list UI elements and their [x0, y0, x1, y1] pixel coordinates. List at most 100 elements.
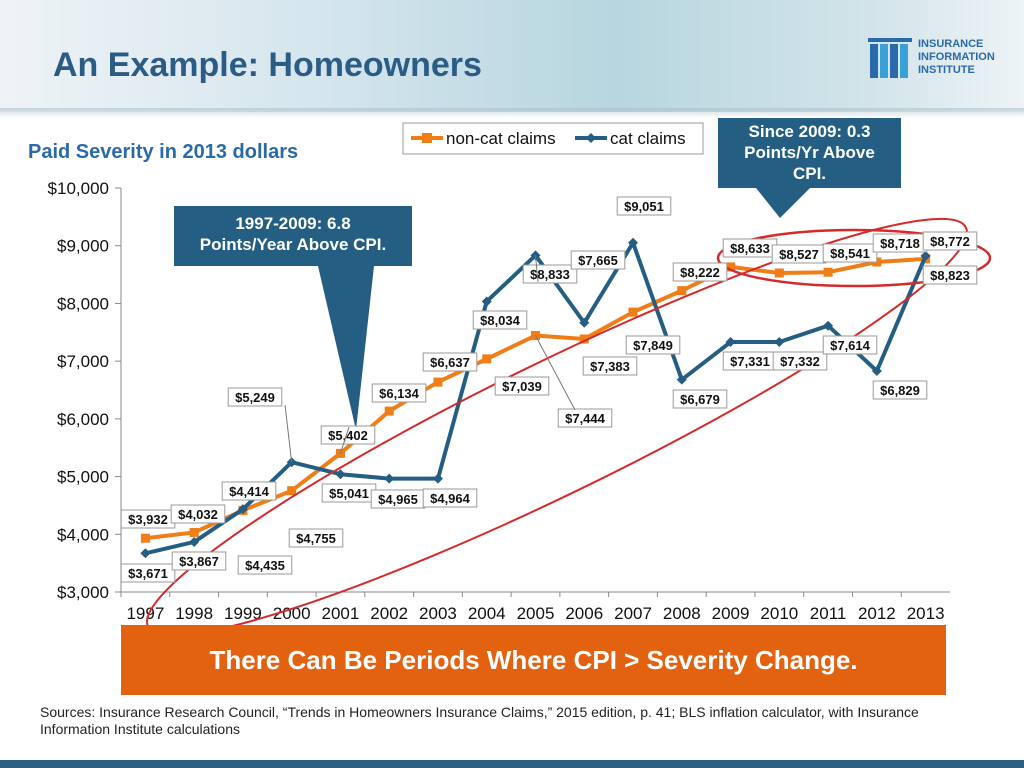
cat-data-label: $7,665 — [578, 253, 618, 268]
non-cat-point — [189, 527, 199, 537]
label-leader-line — [535, 335, 576, 411]
callout-left-pointer — [318, 266, 374, 430]
non-cat-data-label: $4,032 — [178, 507, 218, 522]
non-cat-label-box — [822, 243, 878, 263]
non-cat-point — [579, 334, 589, 344]
x-tick-label: 1997 — [126, 604, 164, 623]
y-tick-label: $3,000 — [57, 583, 109, 602]
cat-label-box — [422, 488, 478, 508]
cat-label-box — [672, 389, 728, 409]
non-cat-data-label: $5,402 — [328, 428, 368, 443]
non-cat-data-label: $8,772 — [930, 234, 970, 249]
non-cat-label-box — [582, 356, 638, 376]
x-tick-label: 2013 — [907, 604, 945, 623]
non-cat-label-box — [557, 408, 613, 428]
x-tick-label: 2001 — [322, 604, 360, 623]
x-tick-label: 2000 — [273, 604, 311, 623]
cat-point — [335, 469, 346, 480]
cat-point — [189, 536, 200, 547]
cat-label-box — [616, 196, 672, 216]
non-cat-data-label: $4,414 — [229, 484, 270, 499]
non-cat-label-box — [625, 335, 681, 355]
cat-data-label: $4,435 — [245, 558, 285, 573]
cat-data-label: $6,679 — [680, 392, 720, 407]
non-cat-data-label: $8,718 — [880, 236, 920, 251]
cat-data-label: $6,829 — [880, 383, 920, 398]
logo-bars-icon — [868, 38, 912, 78]
cat-point — [384, 473, 395, 484]
x-tick-label: 2005 — [517, 604, 555, 623]
x-tick-label: 2008 — [663, 604, 701, 623]
non-cat-label-box — [288, 528, 344, 548]
cat-data-label: $5,249 — [235, 390, 275, 405]
cat-point — [725, 337, 736, 348]
non-cat-data-label: $7,849 — [633, 338, 673, 353]
legend-non-cat-label: non-cat claims — [446, 129, 556, 148]
cat-data-label: $4,965 — [378, 492, 418, 507]
cat-point — [628, 237, 639, 248]
legend-non-cat-marker — [422, 133, 432, 143]
non-cat-data-label: $7,444 — [565, 411, 606, 426]
non-cat-data-label: $7,383 — [590, 359, 630, 374]
header-band — [0, 0, 1024, 112]
cat-data-label: $8,833 — [530, 267, 570, 282]
sources-note: Sources: Insurance Research Council, “Tr… — [40, 704, 919, 737]
cat-data-label: $7,614 — [830, 338, 871, 353]
non-cat-data-label: $7,039 — [502, 379, 542, 394]
non-cat-data-label: $8,541 — [830, 246, 870, 261]
non-cat-point — [628, 307, 638, 317]
iii-logo: INSURANCE INFORMATION INSTITUTE — [868, 38, 1018, 80]
x-tick-label: 1998 — [175, 604, 213, 623]
non-cat-point — [384, 406, 394, 416]
x-tick-label: 2011 — [810, 604, 847, 623]
cpi-banner: There Can Be Periods Where CPI > Severit… — [121, 625, 946, 695]
cat-label-box — [872, 380, 928, 400]
cat-label-box — [120, 563, 176, 583]
non-cat-point — [726, 262, 736, 272]
non-cat-label-box — [494, 376, 550, 396]
callout-left-line-1: 1997-2009: 6.8 — [235, 214, 351, 233]
cat-data-label: $9,051 — [624, 199, 664, 214]
severity-chart: $3,000 $4,000 $5,000 $6,000 $7,000 $8,000 $9,0… — [48, 122, 992, 637]
callout-left-line-2: Points/Year Above CPI. — [199, 235, 387, 254]
x-tick-label: 2002 — [370, 604, 408, 623]
non-cat-label-box — [320, 425, 376, 445]
cat-label-box — [237, 555, 293, 575]
cat-data-label: $8,034 — [480, 313, 521, 328]
trend-ellipse-2009-2013 — [716, 228, 992, 288]
cat-label-box — [227, 387, 283, 407]
cat-point — [432, 473, 443, 484]
cat-point — [774, 336, 785, 347]
logo-text: INSURANCE INFORMATION INSTITUTE — [918, 38, 995, 77]
callout-1997-2009: 1997-2009: 6.8 Points/Year Above CPI. — [174, 206, 412, 266]
cat-point — [823, 320, 834, 331]
non-cat-label-box — [672, 262, 728, 282]
label-leader-line — [339, 426, 350, 454]
cat-data-label: $4,964 — [430, 491, 471, 506]
x-tick-label: 1999 — [224, 604, 262, 623]
non-cat-data-label: $6,637 — [430, 355, 470, 370]
x-tick-label: 2012 — [858, 604, 896, 623]
y-tick-label: $5,000 — [57, 468, 109, 487]
non-cat-data-label: $3,932 — [128, 512, 168, 527]
callout-right-line-1: Since 2009: 0.3 — [748, 122, 871, 141]
non-cat-point — [287, 486, 297, 496]
x-tick-label: 2004 — [468, 604, 506, 623]
cat-data-label: $7,332 — [780, 354, 820, 369]
cat-data-label: $8,823 — [930, 268, 970, 283]
legend-cat-label: cat claims — [610, 129, 686, 148]
callout-right-line-2: Points/Yr Above — [744, 143, 875, 162]
non-cat-label-box — [922, 231, 978, 251]
cat-label-box — [472, 310, 528, 330]
page-title: An Example: Homeowners — [53, 46, 482, 84]
non-cat-data-label: $6,134 — [379, 386, 420, 401]
cat-point — [920, 250, 931, 261]
non-cat-label-box — [371, 383, 427, 403]
non-cat-data-label: $4,755 — [296, 531, 336, 546]
legend-box — [402, 122, 704, 155]
non-cat-point — [140, 533, 150, 543]
non-cat-point — [774, 268, 784, 278]
cat-point — [579, 317, 590, 328]
cat-data-label: $7,331 — [730, 354, 770, 369]
logo-line-1: INSURANCE — [918, 38, 984, 50]
